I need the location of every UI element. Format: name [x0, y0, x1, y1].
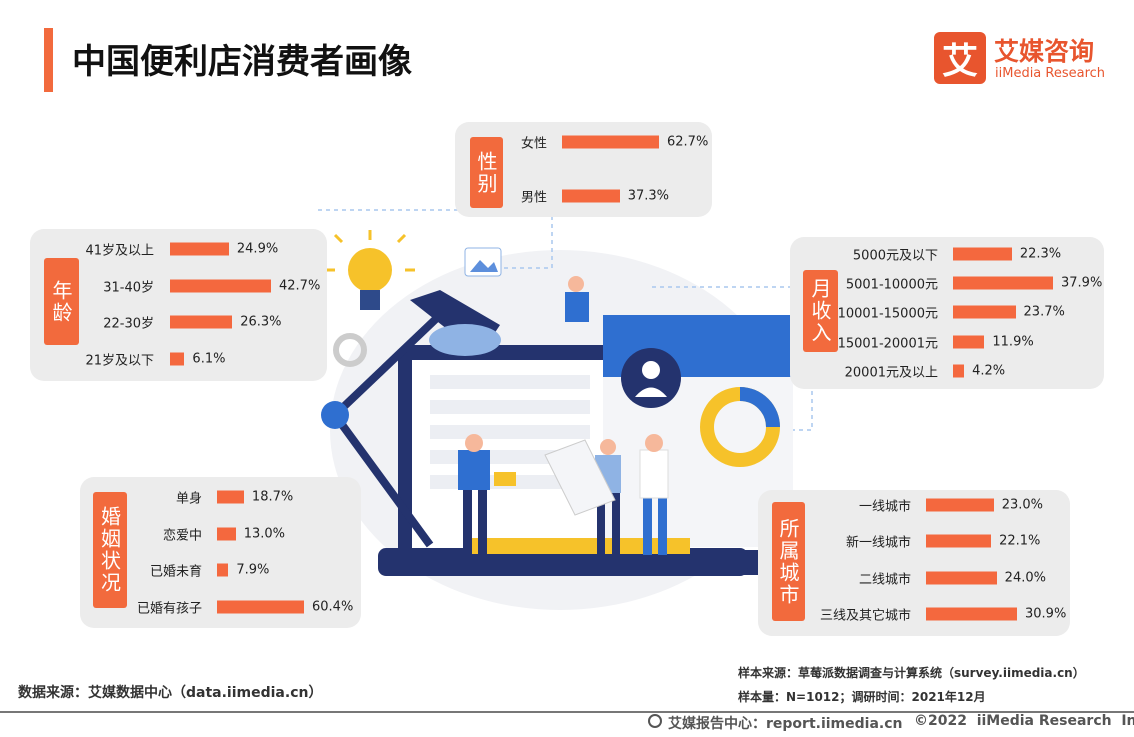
bar [170, 352, 185, 365]
category-label: 二线城市 [858, 572, 911, 588]
bar [953, 364, 965, 378]
panel [758, 490, 1070, 636]
bar [926, 534, 992, 548]
value-label: 26.3% [240, 314, 282, 330]
title-accent [44, 28, 53, 92]
bar [170, 315, 233, 329]
bar [217, 527, 236, 541]
category-label: 三线及其它城市 [819, 608, 911, 624]
panel-title: 婚姻状况 [93, 492, 127, 608]
report-center: 艾媒报告中心：report.iimedia.cn [668, 716, 903, 732]
data-source: 数据来源：艾媒数据中心（data.iimedia.cn） [18, 685, 323, 701]
category-label: 恋爱中 [162, 528, 202, 544]
category-label: 20001元及以上 [844, 365, 938, 381]
value-label: 6.1% [192, 351, 226, 366]
panel-title: 所属城市 [772, 502, 805, 621]
value-label: 37.3% [627, 188, 670, 204]
value-label: 23.0% [1001, 497, 1044, 513]
bar [562, 189, 620, 203]
category-label: 已婚未育 [149, 564, 202, 580]
sample-source: 样本来源：草莓派数据调查与计算系统（survey.iimedia.cn） [738, 666, 1085, 680]
category-label: 单身 [175, 491, 202, 507]
bar [217, 490, 244, 504]
panel [790, 237, 1104, 389]
category-label: 31-40岁 [103, 280, 154, 295]
category-label: 21岁及以下 [85, 353, 154, 368]
footer-rule [0, 711, 1134, 713]
value-label: 11.9% [992, 334, 1034, 350]
logo-mark: 艾 [934, 32, 986, 84]
category-label: 41岁及以上 [85, 243, 154, 259]
bar [562, 135, 659, 149]
panel-title: 性别 [470, 137, 503, 208]
bar [170, 279, 271, 292]
category-label: 10001-15000元 [837, 306, 938, 322]
value-label: 22.1% [999, 533, 1041, 549]
sample-size: 样本量：N=1012；调研时间：2021年12月 [738, 690, 986, 704]
value-label: 37.9% [1061, 275, 1103, 291]
bar [170, 242, 229, 256]
value-label: 24.0% [1004, 570, 1046, 586]
bar [217, 600, 304, 614]
panel-title: 年龄 [44, 258, 79, 345]
category-label: 22-30岁 [103, 316, 154, 332]
category-label: 5000元及以下 [852, 248, 938, 264]
bar [926, 607, 1017, 621]
value-label: 7.9% [236, 562, 270, 578]
logo-name: 艾媒咨询 [994, 37, 1095, 66]
value-label: 4.2% [972, 363, 1006, 379]
value-label: 22.3% [1019, 246, 1062, 262]
value-label: 62.7% [667, 134, 709, 150]
value-label: 24.9% [236, 241, 279, 257]
bar [953, 276, 1053, 290]
value-label: 13.0% [243, 526, 286, 542]
category-label: 已婚有孩子 [136, 601, 202, 617]
category-label: 女性 [520, 136, 547, 152]
value-label: 30.9% [1025, 606, 1067, 622]
category-label: 一线城市 [858, 499, 911, 515]
copyright: ©2022 iiMedia Research Inc [914, 713, 1134, 729]
bar [953, 335, 985, 349]
value-label: 42.7% [279, 278, 321, 293]
category-label: 男性 [520, 190, 547, 206]
bar [926, 571, 997, 585]
panel-title: 月收入 [803, 270, 838, 352]
logo-sub: iiMedia Research [995, 66, 1106, 81]
value-label: 60.4% [312, 599, 354, 615]
bar [953, 247, 1012, 261]
category-label: 新一线城市 [845, 535, 911, 551]
bar [926, 498, 994, 512]
category-label: 15001-20001元 [837, 336, 938, 352]
bar [953, 305, 1016, 319]
globe-icon [648, 714, 662, 728]
category-label: 5001-10000元 [845, 277, 938, 293]
value-label: 23.7% [1023, 304, 1065, 320]
bar [217, 563, 229, 577]
value-label: 18.7% [251, 489, 294, 505]
page-title: 中国便利店消费者画像 [72, 42, 412, 82]
